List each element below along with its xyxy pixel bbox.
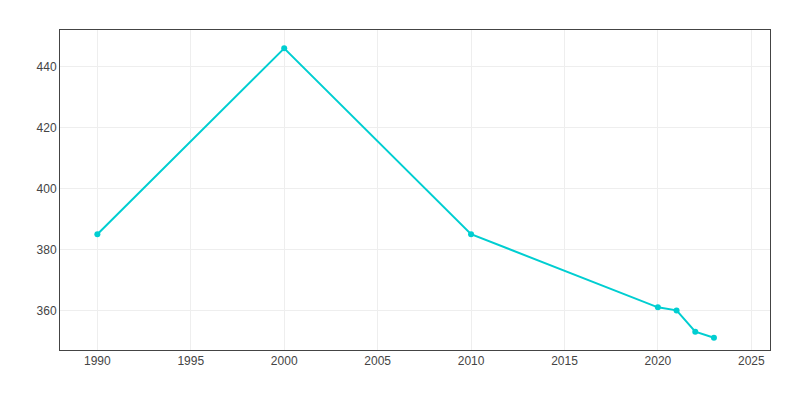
svg-text:2025: 2025 (738, 354, 765, 368)
svg-text:2020: 2020 (645, 354, 672, 368)
svg-text:1995: 1995 (177, 354, 204, 368)
svg-text:440: 440 (37, 60, 57, 74)
svg-text:1990: 1990 (84, 354, 111, 368)
svg-text:2015: 2015 (551, 354, 578, 368)
svg-text:2000: 2000 (271, 354, 298, 368)
svg-text:400: 400 (37, 182, 57, 196)
svg-text:360: 360 (37, 304, 57, 318)
svg-text:2005: 2005 (364, 354, 391, 368)
svg-text:2010: 2010 (458, 354, 485, 368)
svg-text:380: 380 (37, 243, 57, 257)
svg-text:420: 420 (37, 121, 57, 135)
